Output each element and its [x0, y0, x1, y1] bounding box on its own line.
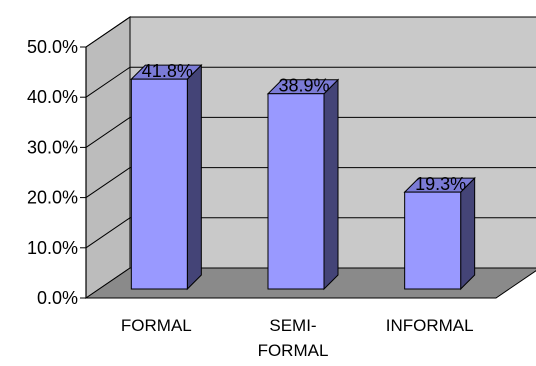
bar [130, 63, 203, 291]
x-axis: FORMAL SEMI- FORMAL INFORMAL [121, 316, 474, 360]
x-tick-label-line: INFORMAL [386, 316, 474, 335]
data-labels: 41.8% 38.9% 19.3% [142, 61, 466, 194]
bar [403, 176, 476, 291]
gridline [85, 66, 536, 98]
bar-front [267, 93, 325, 290]
gridline [85, 16, 536, 48]
bar-side [460, 176, 476, 291]
y-tick-label: 10.0% [27, 238, 78, 258]
data-label: 19.3% [415, 174, 466, 194]
x-tick-label-line: FORMAL [258, 341, 329, 360]
y-tick-label: 20.0% [27, 188, 78, 208]
data-label: 41.8% [142, 61, 193, 81]
bars [130, 63, 476, 291]
y-tick-label: 40.0% [27, 87, 78, 107]
bar-front [404, 191, 462, 290]
bar [266, 78, 340, 291]
x-tick-label-line: SEMI- [269, 316, 316, 335]
x-tick-label: INFORMAL [386, 316, 474, 335]
x-tick-label: SEMI- FORMAL [258, 316, 329, 360]
gridline [85, 167, 536, 199]
y-tick-label: 0.0% [37, 288, 78, 308]
gridline [85, 116, 536, 148]
bar-side [323, 78, 339, 291]
gridlines [85, 16, 536, 249]
bar-front [130, 78, 188, 290]
y-axis: 0.0% 10.0% 20.0% 30.0% 40.0% 50.0% [27, 37, 87, 308]
chart-side-wall [85, 16, 131, 299]
y-tick-label: 30.0% [27, 137, 78, 157]
y-tick-label: 50.0% [27, 37, 78, 57]
data-label: 38.9% [278, 76, 329, 96]
bar-side [186, 63, 202, 291]
x-tick-label-line: FORMAL [121, 316, 192, 335]
gridline [85, 217, 536, 249]
x-tick-label: FORMAL [121, 316, 192, 335]
